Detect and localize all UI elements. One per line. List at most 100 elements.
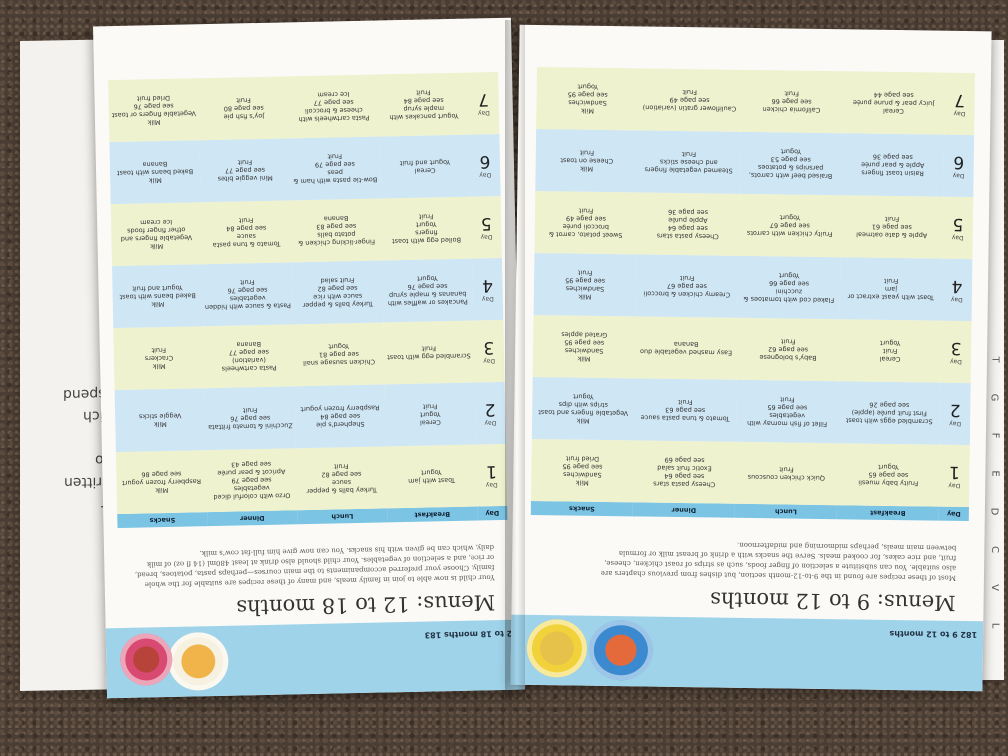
snacks-cell: Milk Crackers Fruit xyxy=(113,326,205,391)
menu-row: Day 5 Apple & date oatmeal see page 61 Fru… xyxy=(534,190,974,260)
day-cell: Day 2 xyxy=(939,382,971,446)
header-breakfast: Breakfast xyxy=(836,505,939,521)
right-page-content: 182 9 to 12 months Menus: 9 to 12 months… xyxy=(510,25,991,692)
lunch-cell: Pasta cartwheels with cheese & broccoli … xyxy=(288,74,380,139)
lunch-cell: Chicken sausage snail see page 81 Yogurt xyxy=(293,322,385,387)
breakfast-cell: Toast with yeast extract or jam Fruit xyxy=(839,257,943,321)
header-dinner: Dinner xyxy=(207,510,298,527)
day-cell: Day 7 xyxy=(468,71,500,135)
lunch-cell: Fruity chicken with carrots see page 67 … xyxy=(738,193,842,258)
lunch-cell: Quick chicken couscous Fruit xyxy=(734,441,838,506)
menu-row: Day 4 Toast with yeast extract or jam Frui… xyxy=(533,252,973,322)
dinner-cell: Pasta & sauce with hidden vegetables see… xyxy=(202,262,294,327)
menu-table: Day Breakfast Lunch Dinner Snacks Day 1 To… xyxy=(108,71,508,529)
edge-tab-letter: V xyxy=(989,584,1001,591)
snacks-cell: Milk Raspberry frozen yogurt see page 86 xyxy=(115,450,208,515)
breakfast-cell: Cereal Yogurt Fruit xyxy=(384,382,476,447)
day-label: Day xyxy=(484,419,497,427)
page-title: Menus: 9 to 12 months xyxy=(709,587,956,615)
intro-paragraph: Most of these recipes are found in the 9… xyxy=(600,540,957,582)
menu-row: Day 6 Raisin toast fingers Apple & pear pu… xyxy=(535,128,975,198)
menu-row: Day 4 Pancakes or waffles with bananas & m… xyxy=(112,257,504,329)
snacks-cell: Sweet potato, carrot & broccoli purée se… xyxy=(534,190,638,255)
breakfast-cell: Apple & date oatmeal see page 61 Fruit xyxy=(840,195,944,259)
breakfast-cell: Raisin toast fingers Apple & pear purée … xyxy=(841,133,945,197)
day-number: 7 xyxy=(478,89,490,110)
day-label: Day xyxy=(480,233,493,241)
snacks-cell: Milk Vegetable fingers and toast strips … xyxy=(531,376,635,441)
snacks-cell: Milk Sandwiches see page 95 Fruit xyxy=(533,252,637,317)
snacks-cell: Milk Sandwiches see page 95 Grated apple… xyxy=(532,314,636,379)
day-number: 4 xyxy=(951,275,963,296)
day-cell: Day 3 xyxy=(940,320,972,384)
header-lunch: Lunch xyxy=(297,508,388,525)
day-number: 4 xyxy=(481,275,494,296)
lunch-cell: Shepherd's pie see page 84 Raspberry fro… xyxy=(294,384,386,449)
running-head: 182 9 to 12 months xyxy=(889,628,978,640)
menu-row: Day 3 Scrambled egg with toast Fruit Chicke… xyxy=(113,319,505,391)
day-label: Day xyxy=(952,171,965,179)
book-spine-shadow xyxy=(505,20,525,700)
menu-row: Day 3 Cereal Fruit Yogurt Baby's bolognese … xyxy=(532,314,972,384)
day-number: 2 xyxy=(949,399,961,420)
dinner-cell: Easy mashed vegetable duo Banana xyxy=(634,316,738,380)
lunch-cell: Flaked cod with tomatoes & zucchini see … xyxy=(737,255,841,320)
day-label: Day xyxy=(949,419,962,427)
dinner-cell: Cheesy pasta stars see page 64 Exotic fr… xyxy=(632,440,736,504)
edge-tab-letter: G xyxy=(988,393,1000,402)
day-cell: Day 5 xyxy=(942,196,974,260)
lunch-cell: Turkey balls & pepper sauce see page 82 … xyxy=(295,446,388,511)
breakfast-cell: Boiled egg with toast fingers Yogurt Fru… xyxy=(380,196,472,261)
menu-row: Day 1 Toast with jam Yogurt Turkey balls & … xyxy=(115,443,508,515)
day-label: Day xyxy=(950,357,962,365)
lunch-cell: Bow-tie pasta with ham & peas see page 7… xyxy=(289,136,381,201)
edge-tab-letter: T xyxy=(989,356,1001,363)
day-cell: Day 4 xyxy=(941,258,973,322)
day-label: Day xyxy=(481,295,494,303)
snacks-cell: Milk Baked beans with toast Banana xyxy=(109,140,201,205)
day-number: 3 xyxy=(483,337,495,358)
menu-row: Day 2 Scrambled eggs with toast First frui… xyxy=(531,376,971,446)
lunch-cell: Baby's bolognese see page 62 Fruit xyxy=(736,317,840,382)
menu-row: Day 6 Cereal Yogurt and fruit Bow-tie pasta… xyxy=(109,133,501,205)
edge-tab-letter: D xyxy=(988,507,1000,516)
dinner-cell: Creamy chicken & broccoli see page 67 Fr… xyxy=(635,254,739,318)
header-snacks: Snacks xyxy=(117,512,208,529)
dinner-cell: Pasta cartwheels (variation) see page 77… xyxy=(203,324,295,389)
left-page-content: 12 to 18 months 183 Menus: 12 to 18 mont… xyxy=(93,18,525,699)
day-number: 5 xyxy=(952,213,964,234)
day-number: 2 xyxy=(484,399,496,420)
dinner-cell: Tomato & tuna pasta sauce see page 63 Fr… xyxy=(633,378,737,442)
snacks-cell: Milk Vegetable fingers and other finger … xyxy=(110,202,203,267)
lunch-cell: Turkey balls & pepper sauce with rice se… xyxy=(291,260,384,325)
day-cell: Day 2 xyxy=(474,381,506,445)
dinner-cell: Cauliflower gratin (variation) see page … xyxy=(638,68,742,132)
edge-tab-letter: L xyxy=(989,622,1001,629)
header-breakfast: Breakfast xyxy=(387,506,478,523)
menu-row: Day 1 Fruity baby muesli see page 65 Yogur… xyxy=(530,438,970,508)
edge-tab-letter: C xyxy=(989,546,1001,553)
day-label: Day xyxy=(477,109,490,117)
snacks-cell: Milk Cheese on toast Fruit xyxy=(535,128,639,193)
dinner-cell: Steamed vegetable fingers and cheese sti… xyxy=(637,130,741,194)
breakfast-cell: Fruity baby muesli see page 65 Yogurt xyxy=(836,443,940,507)
lunch-cell: California chicken see page 66 Fruit xyxy=(740,69,844,134)
breakfast-cell: Cereal Yogurt and fruit xyxy=(379,134,471,199)
breakfast-cell: Toast with jam Yogurt xyxy=(385,444,478,509)
menu-row: Day 2 Cereal Yogurt Fruit Shepherd's pie se… xyxy=(114,381,506,453)
breakfast-cell: Pancakes or waffles with bananas & maple… xyxy=(381,258,474,323)
day-number: 6 xyxy=(479,151,491,172)
snacks-cell: Milk Sandwiches see page 95 Yogurt xyxy=(536,66,640,131)
header-snacks: Snacks xyxy=(530,500,633,517)
day-cell: Day 6 xyxy=(469,133,501,197)
day-cell: Day 5 xyxy=(470,195,502,259)
header-day: Day xyxy=(477,505,508,521)
header-day: Day xyxy=(938,506,969,522)
dinner-cell: Tomato & tuna pasta sauce see page 84 Fr… xyxy=(200,200,292,265)
intro-paragraph: Your child is now able to join in family… xyxy=(134,543,495,589)
day-label: Day xyxy=(951,233,964,241)
edge-tab-letter: F xyxy=(989,432,1001,439)
breakfast-cell: Yogurt pancakes with maple syrup see pag… xyxy=(378,72,470,137)
lunch-cell: Finger-licking chicken & potato balls se… xyxy=(290,198,382,263)
